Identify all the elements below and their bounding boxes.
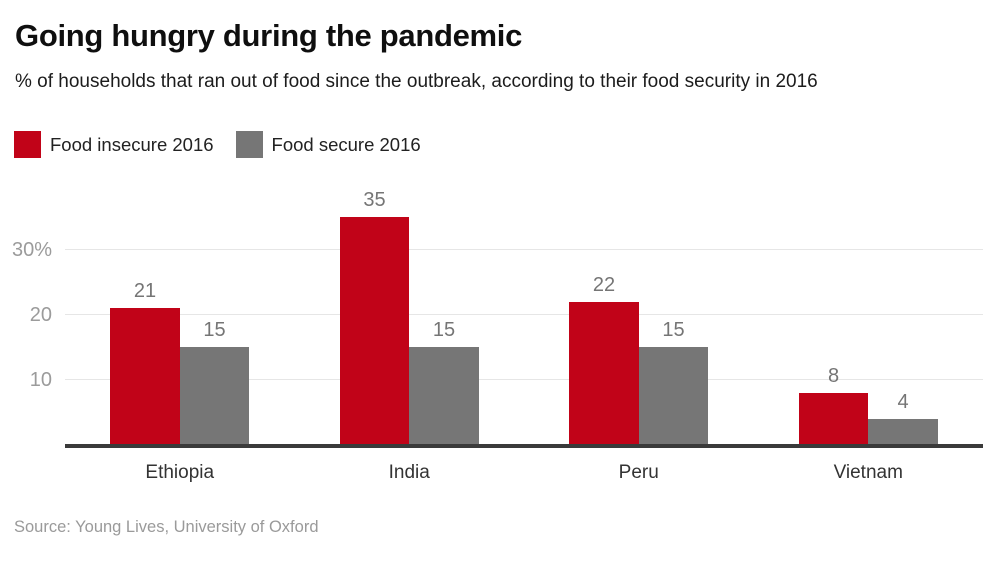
legend-swatch-icon <box>235 131 263 158</box>
chart-subtitle: % of households that ran out of food sin… <box>15 71 818 92</box>
bar-india-insecure <box>339 217 410 445</box>
x-axis-category-label: Vietnam <box>833 462 903 483</box>
y-axis-tick-label: 20 <box>29 303 52 326</box>
x-axis-line <box>65 444 983 448</box>
bar-value-label: 15 <box>203 319 226 342</box>
y-axis-tick-label: 10 <box>29 368 52 391</box>
legend-label: Food secure 2016 <box>271 133 421 155</box>
bar-vietnam-secure <box>868 418 938 445</box>
x-axis-category-label: India <box>388 462 430 483</box>
bar-peru-secure <box>638 347 709 445</box>
legend-label: Food insecure 2016 <box>50 133 214 155</box>
source-note: Source: Young Lives, University of Oxfor… <box>14 518 319 536</box>
legend-swatch-icon <box>14 131 41 158</box>
bar-india-secure <box>409 347 479 445</box>
bar-value-label: 8 <box>827 364 840 387</box>
gridline <box>65 378 983 380</box>
bar-peru-insecure <box>569 301 639 445</box>
bar-ethiopia-insecure <box>110 308 180 445</box>
y-axis-tick-label: 30% <box>11 238 52 261</box>
legend-item-insecure: Food insecure 2016 <box>14 131 214 158</box>
bar-value-label: 22 <box>592 273 616 296</box>
gridline <box>65 313 983 315</box>
x-axis-category-label: Ethiopia <box>145 462 215 483</box>
bar-value-label: 15 <box>432 319 456 342</box>
bar-value-label: 4 <box>897 390 909 413</box>
chart-title: Going hungry during the pandemic <box>15 18 523 53</box>
bar-vietnam-insecure <box>798 392 869 445</box>
x-axis-category-label: Peru <box>618 462 659 483</box>
plot-area: 10 20 30% 21 15 Ethiopia 35 15 India 22 15 Peru 8 4 Vi… <box>0 189 1000 483</box>
legend-item-secure: Food secure 2016 <box>235 131 421 158</box>
bar-value-label: 21 <box>133 280 157 303</box>
legend: Food insecure 2016 Food secure 2016 <box>14 131 421 158</box>
bar-value-label: 15 <box>662 319 685 342</box>
bar-ethiopia-secure <box>179 347 250 445</box>
bar-value-label: 35 <box>363 189 386 212</box>
gridline <box>65 248 983 250</box>
